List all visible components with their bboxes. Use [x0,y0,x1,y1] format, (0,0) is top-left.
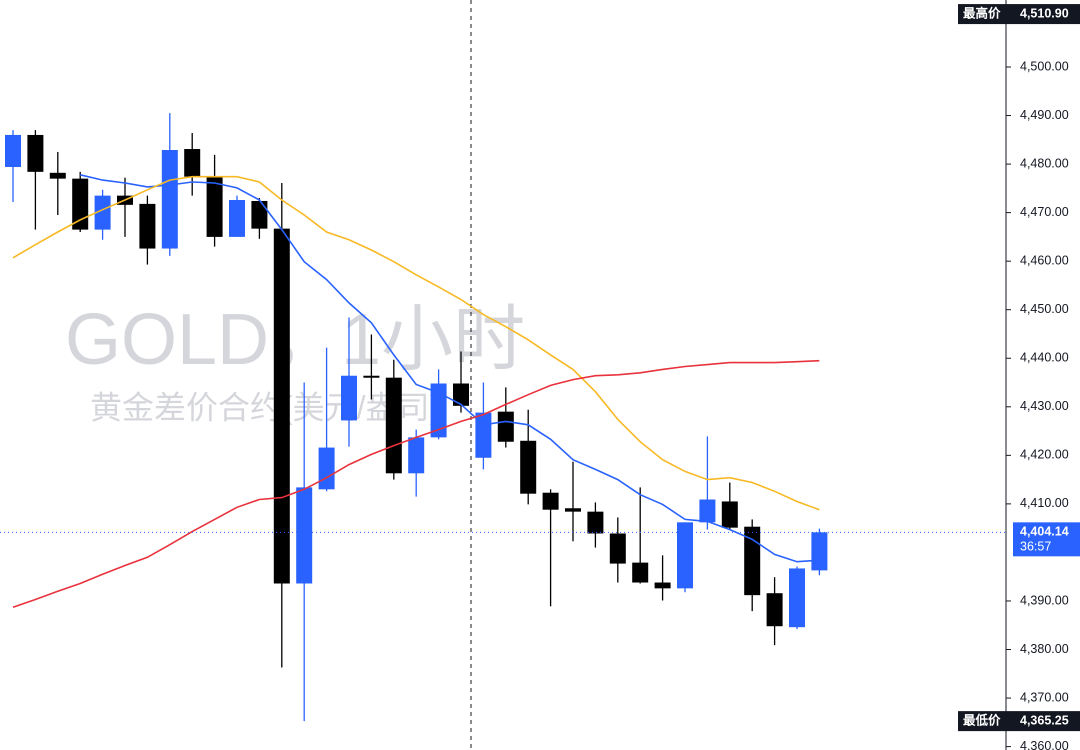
candle-body [699,499,716,523]
y-tick-label: 4,440.00 [1020,351,1069,365]
price-marker-name: 最低价 [963,712,1001,727]
candle-body [27,134,44,172]
candle-body [766,593,783,627]
candle-body [565,508,581,512]
price-marker-value: 4,510.90 [1020,6,1069,20]
ma-line [12,359,820,609]
candle-body [229,200,245,237]
candle-body [430,383,447,438]
last-price-box [1013,522,1080,557]
y-tick-label: 4,420.00 [1020,448,1069,462]
candle-body [139,203,156,249]
y-tick-label: 4,360.00 [1020,739,1069,750]
candle-body [363,375,380,378]
candle-body [206,176,223,237]
candle-body [184,149,201,177]
candle-body [587,511,604,534]
y-tick-label: 4,490.00 [1020,108,1069,122]
price-marker-value: 4,365.25 [1020,713,1069,727]
y-tick-label: 4,500.00 [1020,59,1069,73]
candle-body [654,582,671,589]
candle-body [542,492,559,510]
y-tick-label: 4,450.00 [1020,302,1069,316]
price-marker-box [958,711,1080,732]
candle-body [385,377,402,474]
candle-body [677,522,693,589]
candle-body [72,178,89,230]
ma-line [12,175,820,511]
y-tick-label: 4,460.00 [1020,253,1069,267]
y-tick-label: 4,410.00 [1020,496,1069,510]
candle-body [296,487,313,584]
y-tick-label: 4,480.00 [1020,156,1069,170]
candle-body [49,172,66,179]
last-price-label: 4,404.14 [1020,525,1069,539]
candle-body [453,383,469,406]
y-tick-label: 4,370.00 [1020,690,1069,704]
candle-body [744,526,761,596]
price-marker-box [958,4,1080,25]
candle-body [520,440,537,494]
y-tick-label: 4,430.00 [1020,399,1069,413]
price-marker-name: 最高价 [963,5,1001,20]
candle-body [341,375,357,421]
candle-body [721,501,738,528]
candle-body [251,200,268,229]
candle-body [94,195,111,230]
watermark-title: GOLD，1小时 [65,300,525,380]
candle-body [273,228,290,584]
countdown: 36:57 [1020,540,1051,554]
candle-body [318,447,335,490]
candle-body [497,411,514,442]
y-tick-label: 4,380.00 [1020,642,1069,656]
candle-body [632,562,649,583]
y-tick-label: 4,470.00 [1020,205,1069,219]
candle-body [609,533,626,564]
candle-body [789,568,805,628]
y-tick-label: 4,390.00 [1020,593,1069,607]
candle-body [161,150,178,249]
candle-body [408,437,425,474]
candle-body [811,532,828,571]
ma-line [80,174,820,563]
candle-body [5,134,21,167]
watermark-subtitle: 黄金差价合约(美元/盎司) [90,389,440,425]
